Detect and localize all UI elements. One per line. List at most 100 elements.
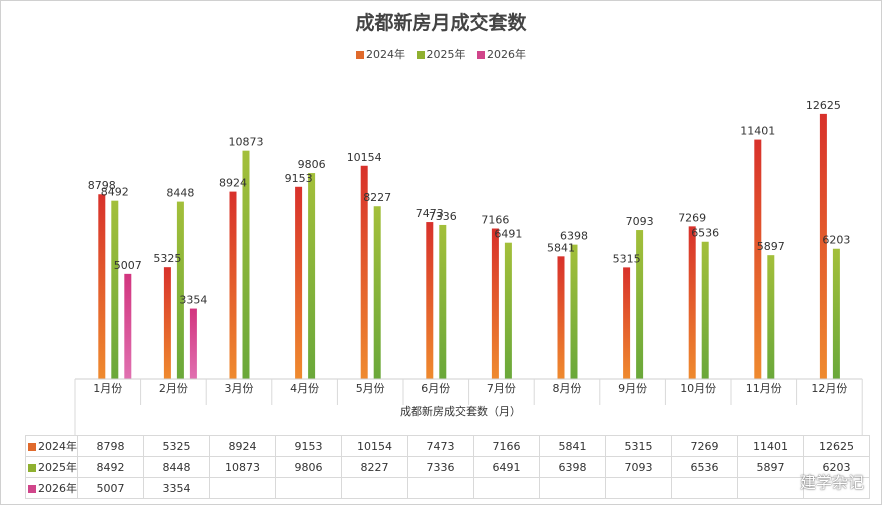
x-tick-label: 7月份 — [487, 382, 516, 395]
data-label-2025年-8月份: 6398 — [560, 230, 588, 243]
data-table-series-name: 2025年 — [38, 461, 77, 474]
bar-2025年-5月份 — [373, 206, 381, 379]
data-label-2024年-12月份: 12625 — [806, 99, 841, 112]
data-table-cell: 6398 — [539, 456, 606, 478]
data-table-cell: 7093 — [605, 456, 672, 478]
data-label-2024年-7月份: 7166 — [481, 214, 509, 227]
bar-2024年-11月份 — [754, 139, 762, 379]
data-label-2024年-1月份: 8798 — [88, 179, 116, 192]
bar-2025年-8月份 — [570, 244, 578, 379]
data-table-cell: 12625 — [803, 435, 870, 457]
data-table-cell: 8924 — [209, 435, 276, 457]
data-label-2025年-2月份: 8448 — [166, 187, 194, 200]
data-label-2024年-9月份: 5315 — [613, 252, 641, 265]
data-table-cell: 6536 — [671, 456, 738, 478]
legend-swatch-2026 — [477, 51, 485, 59]
bar-2025年-12月份 — [832, 248, 840, 379]
data-table-swatch — [28, 464, 36, 472]
data-label-2025年-7月份: 6491 — [494, 228, 522, 241]
data-table-row: 2024年 8798 5325 8924 9153 10154 7473 7166 5841 53… — [25, 435, 870, 457]
bar-2025年-3月份 — [242, 150, 250, 379]
data-label-2025年-9月份: 7093 — [626, 215, 654, 228]
legend: 2024年 2025年 2026年 — [0, 46, 882, 62]
data-table-cell — [803, 477, 870, 499]
bar-2025年-7月份 — [504, 242, 512, 379]
bar-2025年-4月份 — [308, 173, 316, 379]
bar-2024年-9月份 — [623, 267, 631, 379]
x-tick-label: 9月份 — [618, 382, 647, 395]
data-table-cell: 11401 — [737, 435, 804, 457]
data-table-cell: 8448 — [143, 456, 210, 478]
bar-2025年-1月份 — [111, 200, 119, 379]
bar-2025年-11月份 — [767, 255, 775, 379]
x-tick-label: 6月份 — [421, 382, 450, 395]
data-table-series-label: 2025年 — [25, 456, 78, 478]
bar-2025年-6月份 — [439, 224, 447, 379]
legend-item-2025: 2025年 — [416, 46, 466, 62]
data-label-2024年-8月份: 5841 — [547, 241, 575, 254]
data-table-cell: 10154 — [341, 435, 408, 457]
data-table: 2024年 8798 5325 8924 9153 10154 7473 7166 5841 53… — [25, 435, 870, 499]
data-table-cell: 5897 — [737, 456, 804, 478]
data-label-2024年-5月份: 10154 — [347, 151, 382, 164]
x-axis-title: 成都新房成交套数（月） — [400, 405, 521, 418]
legend-item-2026: 2026年 — [477, 46, 526, 62]
x-tick-label: 8月份 — [553, 382, 582, 395]
data-table-cell: 7473 — [407, 435, 474, 457]
x-tick-label: 2月份 — [159, 382, 188, 395]
data-table-row: 2025年 8492 8448 10873 9806 8227 7336 6491 6398 70… — [25, 456, 870, 478]
bar-2024年-3月份 — [229, 191, 237, 379]
bar-2024年-10月份 — [688, 226, 696, 379]
legend-swatch-2025 — [416, 51, 425, 59]
data-label-2026年-1月份: 5007 — [114, 259, 142, 272]
data-label-2024年-3月份: 8924 — [219, 177, 247, 190]
data-table-cell: 5325 — [143, 435, 210, 457]
data-table-cell — [737, 477, 804, 499]
data-label-2024年-2月份: 5325 — [153, 252, 181, 265]
x-tick-label: 4月份 — [290, 382, 319, 395]
data-label-2025年-10月份: 6536 — [691, 227, 719, 240]
x-tick-label: 10月份 — [680, 382, 716, 395]
data-table-cell: 9806 — [275, 456, 342, 478]
data-label-2025年-1月份: 8492 — [101, 186, 129, 199]
data-table-cell — [209, 477, 276, 499]
data-table-cell: 10873 — [209, 456, 276, 478]
data-table-series-label: 2026年 — [25, 477, 78, 499]
x-tick-label: 3月份 — [225, 382, 254, 395]
data-table-cell — [539, 477, 606, 499]
data-table-swatch — [28, 485, 36, 493]
bar-2024年-4月份 — [295, 186, 303, 379]
bar-2024年-12月份 — [819, 113, 827, 379]
data-table-cell — [407, 477, 474, 499]
bar-2024年-2月份 — [163, 267, 171, 379]
x-tick-label: 5月份 — [356, 382, 385, 395]
data-table-cell: 8492 — [77, 456, 144, 478]
data-table-cell: 3354 — [143, 477, 210, 499]
bars-layer — [98, 113, 840, 379]
bar-2024年-5月份 — [360, 165, 368, 379]
data-table-series-name: 2024年 — [38, 440, 77, 453]
data-label-2025年-11月份: 5897 — [757, 240, 785, 253]
data-table-cell: 6203 — [803, 456, 870, 478]
bar-2024年-8月份 — [557, 256, 565, 379]
data-table-cell: 8227 — [341, 456, 408, 478]
bar-2026年-2月份 — [189, 308, 197, 379]
bar-2024年-1月份 — [98, 194, 106, 379]
data-table-cell: 5315 — [605, 435, 672, 457]
data-table-cell: 8798 — [77, 435, 144, 457]
data-table-swatch — [28, 443, 36, 451]
data-label-2026年-2月份: 3354 — [179, 294, 207, 307]
x-tick-label: 1月份 — [93, 382, 122, 395]
data-table-cell: 7336 — [407, 456, 474, 478]
chart-title: 成都新房月成交套数 — [355, 12, 527, 34]
data-label-2025年-12月份: 6203 — [822, 234, 850, 247]
watermark: 建学杂记 — [799, 473, 864, 492]
data-table-cell — [275, 477, 342, 499]
data-label-2024年-6月份: 7473 — [416, 207, 444, 220]
data-table-series-label: 2024年 — [25, 435, 78, 457]
bar-2024年-6月份 — [426, 222, 434, 379]
data-label-2025年-6月份: 7336 — [429, 210, 457, 223]
data-table-cell: 5841 — [539, 435, 606, 457]
